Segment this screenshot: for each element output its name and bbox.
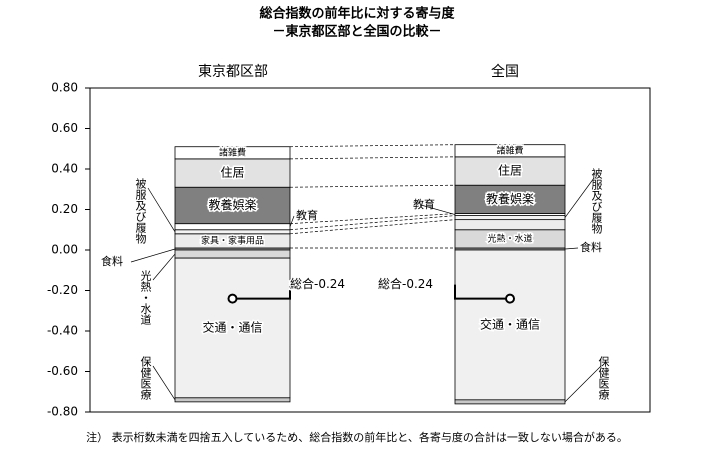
leader-line <box>564 177 595 218</box>
y-tick-label: -0.60 <box>47 364 78 378</box>
leader-line <box>152 365 176 401</box>
bar-segment <box>174 223 291 231</box>
chart-subtitle: －東京都区部と全国の比較－ <box>272 24 441 40</box>
segment-label: 被服及び履物 <box>134 178 147 244</box>
bar-segment <box>174 146 291 160</box>
segment-label: 光熱・水道 <box>139 269 152 325</box>
total-label: 総合-0.24 <box>290 276 345 291</box>
bar-segment <box>454 156 566 186</box>
bar-segment <box>454 184 566 214</box>
segment-label: 住居 <box>220 166 244 180</box>
bar-segment <box>174 158 291 188</box>
y-tick-label: -0.20 <box>47 283 78 297</box>
segment-label: 家具・家事用品 <box>201 234 264 246</box>
segment-label: 交通・通信 <box>480 316 540 331</box>
segment-label: 諸雑費 <box>219 146 246 158</box>
y-tick-label: 0.00 <box>51 243 78 257</box>
category-label: 東京都区部 <box>198 64 268 80</box>
segment-label: 被服及び履物 <box>590 168 603 234</box>
bar-segment <box>174 229 291 235</box>
leader-line <box>420 204 456 215</box>
bar-segment <box>454 144 566 158</box>
y-tick-label: 0.20 <box>51 202 78 216</box>
total-marker <box>505 293 515 304</box>
bar-segment <box>454 215 566 221</box>
bar-segment <box>454 399 566 405</box>
segment-label: 教養娯楽 <box>208 197 256 212</box>
connector <box>289 215 456 231</box>
bar-segment <box>454 219 566 231</box>
segment-label: 住居 <box>498 164 522 178</box>
bar-segment <box>174 249 291 259</box>
segment-label: 食料 <box>101 254 123 268</box>
segment-label: 交通・通信 <box>202 319 262 334</box>
segment-label: 教育 <box>413 197 435 211</box>
leader-line <box>130 248 176 263</box>
connector <box>289 156 456 160</box>
connector <box>289 184 456 188</box>
segment-label: 教養娯楽 <box>486 191 534 206</box>
connector <box>289 144 456 148</box>
note: 注） 表示桁数未満を四捨五入しているため、総合指数の前年比と、各寄与度の合計は一… <box>86 430 628 444</box>
total-leader <box>232 284 291 300</box>
bar-segment <box>174 397 291 403</box>
leader-line <box>152 253 176 281</box>
chart-title: 総合指数の前年比に対する寄与度 <box>259 6 455 22</box>
category-label: 全国 <box>491 63 519 80</box>
y-tick-label: -0.80 <box>47 405 78 419</box>
segment-label: 保健医療 <box>139 355 152 400</box>
y-tick-label: 0.80 <box>51 81 78 95</box>
total-label: 総合-0.24 <box>378 276 433 291</box>
leader-line <box>289 215 295 227</box>
bar-segment <box>174 186 291 225</box>
bar-segment <box>454 249 566 401</box>
segment-label: 教育 <box>296 208 318 222</box>
segment-label: 食料 <box>580 240 602 254</box>
total-leader <box>454 284 510 300</box>
connector <box>289 219 456 235</box>
y-tick-label: 0.40 <box>51 162 78 176</box>
y-tick-label: 0.60 <box>51 121 78 135</box>
segment-label: 諸雑費 <box>496 144 523 156</box>
y-tick-label: -0.40 <box>47 324 78 338</box>
segment-label: 保健医療 <box>597 355 610 400</box>
leader-line <box>147 187 176 232</box>
segment-label: 光熱・水道 <box>487 232 532 244</box>
leader-line <box>564 365 602 403</box>
connector <box>289 213 456 225</box>
leader-line <box>564 247 579 250</box>
total-marker <box>227 293 238 304</box>
